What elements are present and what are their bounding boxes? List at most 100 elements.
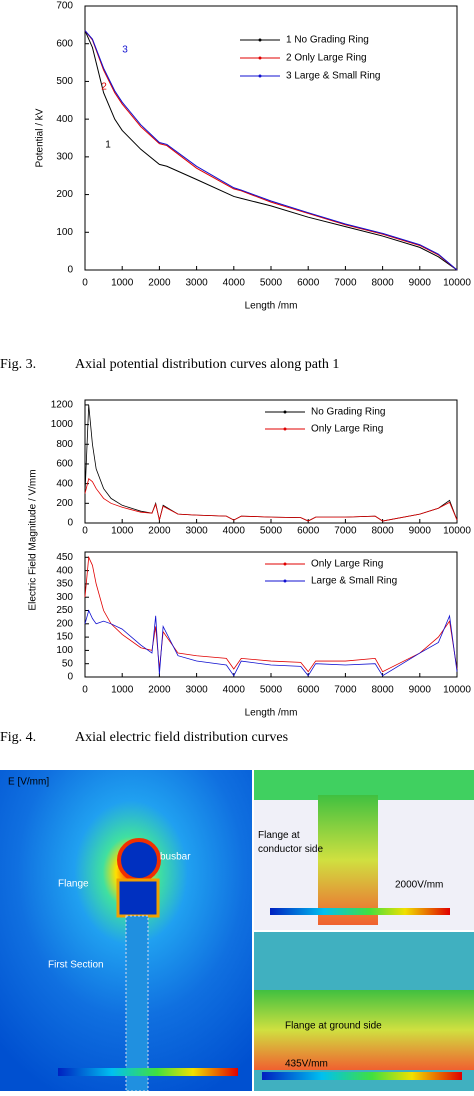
y-tick-label: 200 (56, 189, 73, 200)
y-tick-label: 250 (56, 605, 73, 616)
x-tick-label: 4000 (223, 685, 246, 696)
y-tick-label: 150 (56, 632, 73, 643)
y-tick-label: 800 (56, 439, 73, 450)
x-tick-label: 9000 (409, 278, 432, 289)
series-line (84, 30, 458, 271)
x-tick-label: 0 (82, 278, 88, 289)
legend-marker (283, 562, 287, 566)
x-tick-label: 2000 (148, 526, 171, 537)
x-tick-label: 5000 (260, 526, 283, 537)
caption-text: Axial potential distribution curves alon… (75, 357, 339, 372)
legend-label: 2 Only Large Ring (286, 53, 367, 64)
x-tick-label: 3000 (185, 685, 208, 696)
y-tick-label: 1000 (51, 419, 74, 430)
y-tick-label: 100 (56, 227, 73, 238)
x-tick-label: 0 (82, 685, 88, 696)
caption-number: Fig. 4. (0, 730, 36, 745)
unit-label: E [V/mm] (8, 777, 49, 788)
legend-label: No Grading Ring (311, 407, 385, 418)
legend-marker (258, 56, 262, 60)
annotation: 2 (101, 82, 107, 93)
y-tick-label: 400 (56, 478, 73, 489)
plot-frame (84, 551, 458, 678)
legend-label: Large & Small Ring (311, 576, 397, 587)
x-tick-label: 4000 (223, 278, 246, 289)
series-line (84, 30, 458, 271)
y-tick-label: 500 (56, 76, 73, 87)
y-tick-label: 0 (67, 518, 73, 529)
figure-label: First Section (48, 960, 104, 971)
x-tick-label: 7000 (334, 278, 357, 289)
y-axis-label: Potential / kV (35, 108, 46, 167)
figure-label: Flange at conductor side (258, 830, 323, 855)
x-tick-label: 3000 (185, 278, 208, 289)
y-tick-label: 0 (67, 265, 73, 276)
y-tick-label: 450 (56, 552, 73, 563)
x-tick-label: 0 (82, 526, 88, 537)
annotation: 1 (105, 140, 111, 151)
flange-zoom (318, 795, 378, 925)
legend-label: 3 Large & Small Ring (286, 71, 381, 82)
field-figure (0, 770, 474, 1092)
series-line (84, 30, 458, 271)
y-tick-label: 200 (56, 498, 73, 509)
x-tick-label: 8000 (371, 685, 394, 696)
x-tick-label: 5000 (260, 685, 283, 696)
x-tick-label: 4000 (223, 526, 246, 537)
x-tick-label: 1000 (111, 278, 134, 289)
y-tick-label: 350 (56, 579, 73, 590)
x-axis-label: Length /mm (245, 301, 298, 312)
x-tick-label: 10000 (443, 278, 471, 289)
legend-marker (283, 427, 287, 431)
x-tick-label: 3000 (185, 526, 208, 537)
caption-text: Axial electric field distribution curves (75, 730, 288, 745)
figure-label: 2000V/mm (395, 880, 443, 891)
ground-flange-zoom (254, 990, 474, 1070)
x-tick-label: 9000 (409, 685, 432, 696)
x-tick-label: 5000 (260, 278, 283, 289)
y-tick-label: 600 (56, 459, 73, 470)
series-line (84, 609, 458, 677)
insulator-shape (125, 915, 149, 1092)
y-tick-label: 200 (56, 618, 73, 629)
y-axis-label: Electric Field Magnitude / V/mm (28, 469, 39, 610)
x-tick-label: 6000 (297, 278, 320, 289)
x-tick-label: 1000 (111, 685, 134, 696)
caption-number: Fig. 3. (0, 357, 36, 372)
colorbar-top (270, 908, 450, 915)
series-line (84, 404, 458, 522)
x-tick-label: 1000 (111, 526, 134, 537)
y-tick-label: 0 (67, 672, 73, 683)
series-line (84, 478, 458, 522)
x-tick-label: 7000 (334, 526, 357, 537)
figure-label: 435V/mm (285, 1059, 328, 1070)
annotation: 3 (122, 45, 128, 56)
y-tick-label: 600 (56, 38, 73, 49)
legend-label: Only Large Ring (311, 559, 383, 570)
y-tick-label: 400 (56, 114, 73, 125)
figure-label: busbar (160, 852, 191, 863)
colorbar (58, 1068, 238, 1076)
plot-frame (84, 399, 458, 524)
x-tick-label: 9000 (409, 526, 432, 537)
legend-marker (258, 74, 262, 78)
figure-label: Flange at ground side (285, 1021, 382, 1032)
x-tick-label: 8000 (371, 278, 394, 289)
y-tick-label: 300 (56, 592, 73, 603)
x-tick-label: 6000 (297, 526, 320, 537)
flange-shape (116, 878, 160, 918)
x-tick-label: 7000 (334, 685, 357, 696)
x-tick-label: 6000 (297, 685, 320, 696)
x-tick-label: 10000 (443, 526, 471, 537)
y-tick-label: 1200 (51, 400, 74, 411)
y-tick-label: 300 (56, 151, 73, 162)
legend-marker (283, 410, 287, 414)
colorbar-bottom (262, 1072, 462, 1080)
x-tick-label: 8000 (371, 526, 394, 537)
y-tick-label: 100 (56, 645, 73, 656)
plot-frame (84, 5, 458, 271)
y-tick-label: 700 (56, 1, 73, 12)
series-line (84, 555, 458, 673)
